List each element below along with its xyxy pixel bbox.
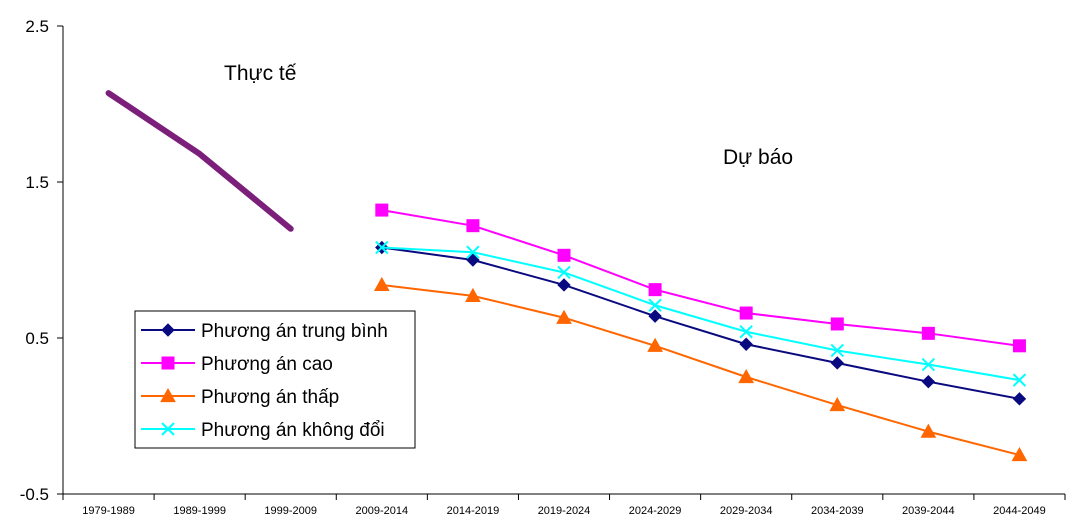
legend-label-constant: Phương án không đổi (201, 420, 385, 441)
plot-area (105, 90, 1028, 462)
annotations: Thực tế Dự báo (224, 62, 793, 169)
point-low (647, 337, 663, 352)
axes (57, 25, 1066, 500)
y-tick-label: 0.5 (25, 329, 49, 348)
x-marker-stroke (830, 343, 844, 358)
x-tick-label: 1979-1989 (82, 505, 135, 517)
point-low (556, 309, 572, 324)
series-line-constant (380, 246, 1021, 382)
legend-label-low: Phương án thấp (201, 387, 339, 408)
point-constant (739, 325, 753, 339)
point-constant (466, 245, 480, 259)
annotation-label: Dự báo (723, 146, 793, 169)
x-tick-label: 2024-2029 (629, 505, 682, 517)
x-marker-stroke (375, 240, 389, 255)
x-marker-stroke (557, 265, 571, 280)
point-high (830, 317, 844, 331)
legend-marker-high (161, 356, 175, 370)
point-medium (557, 278, 571, 292)
point-constant (1012, 373, 1027, 387)
x-tick-label: 1989-1999 (173, 505, 226, 517)
point-medium (466, 253, 480, 267)
point-high (1012, 339, 1026, 353)
point-medium (921, 374, 936, 389)
legend-marker-medium (161, 323, 175, 337)
point-constant (648, 298, 662, 312)
x-tick-label: 2034-2039 (811, 505, 864, 517)
point-low (465, 287, 481, 302)
x-marker-stroke (161, 422, 175, 436)
x-marker-stroke (1012, 373, 1027, 387)
tick-labels: 2.5 1.5 0.5 -0.5 1979-1989 1989-1999 1999-2009… (20, 17, 1046, 517)
legend-label-high: Phương án cao (201, 354, 333, 375)
series-line-low (380, 283, 1021, 456)
x-tick-label: 2029-2034 (720, 505, 773, 517)
y-tick-label: -0.5 (20, 485, 49, 504)
point-medium (830, 356, 844, 370)
point-high (921, 326, 935, 340)
point-high (648, 283, 662, 297)
point-high (466, 219, 480, 233)
point-low (1011, 446, 1028, 462)
x-tick-label: 2009-2014 (356, 505, 409, 517)
point-medium (1012, 392, 1027, 406)
series-line-medium (380, 246, 1021, 400)
x-tick-label: 2014-2019 (447, 505, 500, 517)
annotation-label: Thực tế (224, 62, 297, 85)
point-low (829, 397, 846, 412)
legend: Phương án trung bình Phương án cao Phương … (134, 310, 416, 449)
x-marker-stroke (921, 357, 936, 372)
legend-label-medium: Phương án trung bình (201, 321, 388, 342)
y-tick-label: 1.5 (25, 173, 49, 192)
point-high (375, 203, 389, 217)
point-low (738, 368, 755, 384)
x-marker-stroke (466, 245, 480, 259)
x-tick-label: 2019-2024 (538, 505, 591, 517)
series-line-high (380, 209, 1021, 347)
legend-marker-constant (161, 422, 175, 436)
legend-marker-low (160, 387, 176, 403)
point-low (920, 423, 937, 438)
x-tick-label: 2039-2044 (902, 505, 955, 517)
point-high (557, 248, 571, 262)
point-high (739, 306, 753, 320)
point-constant (921, 357, 936, 372)
x-marker-stroke (739, 325, 753, 339)
legend-box (134, 310, 416, 449)
point-medium (648, 309, 662, 323)
series-line-actual (105, 90, 294, 232)
point-constant (830, 343, 844, 358)
x-tick-label: 1999-2009 (264, 505, 317, 517)
point-constant (557, 265, 571, 280)
x-marker-stroke (648, 298, 662, 312)
point-medium (739, 337, 753, 351)
point-low (373, 276, 390, 292)
x-tick-label: 2044-2049 (993, 505, 1046, 517)
point-constant (375, 240, 389, 255)
y-tick-label: 2.5 (25, 17, 49, 36)
